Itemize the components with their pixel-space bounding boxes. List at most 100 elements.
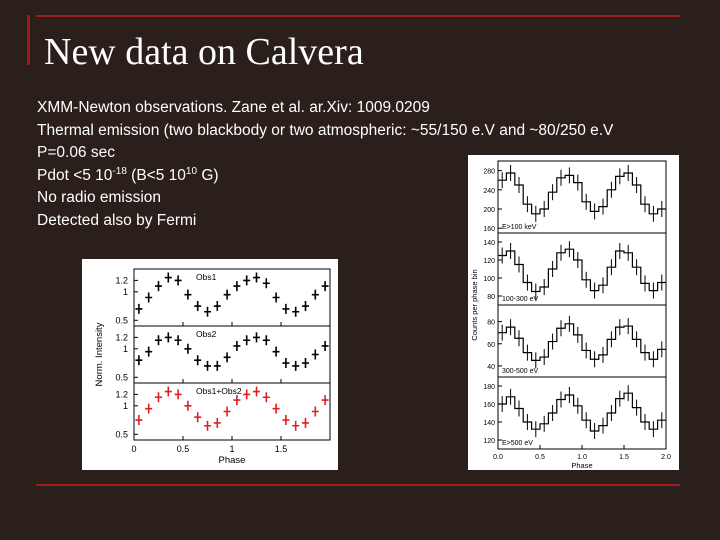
data-point xyxy=(292,360,300,371)
data-point xyxy=(311,406,319,417)
x-tick-label: 1.0 xyxy=(577,454,587,461)
data-point xyxy=(174,335,182,346)
y-tick-label: 140 xyxy=(483,420,495,427)
data-point xyxy=(204,360,211,371)
data-point xyxy=(321,340,329,351)
y-tick-label: 120 xyxy=(483,438,495,445)
panel-frame xyxy=(133,325,331,384)
body-line-3: P=0.06 sec xyxy=(37,144,115,162)
y-axis-label: Norm. Intensity xyxy=(94,322,105,386)
data-point xyxy=(135,355,143,366)
x-tick-label: 0.5 xyxy=(177,444,190,454)
y-tick-label: 60 xyxy=(487,342,495,349)
body-line-6: Detected also by Fermi xyxy=(37,211,197,229)
field-text: (B<5 10 xyxy=(126,166,186,184)
y-tick-label: 240 xyxy=(483,188,495,195)
counts-chart: 160 200 240 280 E>100 keV 80 100 120 140 100-300 … xyxy=(470,160,671,470)
data-point xyxy=(174,389,182,400)
step-curve xyxy=(498,323,666,361)
y-tick-label: 180 xyxy=(483,384,495,391)
data-point xyxy=(253,386,260,397)
data-point xyxy=(164,272,172,283)
slide-body: XMM-Newton observations. Zane et al. ar.… xyxy=(37,97,613,233)
field-exponent: 10 xyxy=(185,165,198,177)
data-point xyxy=(155,335,162,346)
data-point xyxy=(213,360,221,371)
step-curve xyxy=(498,392,666,432)
data-point xyxy=(184,343,192,354)
data-point xyxy=(233,281,241,292)
data-point xyxy=(262,278,270,289)
data-point xyxy=(135,303,143,314)
x-tick-label: 1 xyxy=(229,444,234,454)
pdot-exponent: -18 xyxy=(112,165,127,177)
data-point xyxy=(282,303,290,314)
data-point xyxy=(243,389,251,400)
y-tick-label: 1.2 xyxy=(115,275,128,285)
y-axis-label: Counts per phase bin xyxy=(470,269,479,340)
x-tick-label: 0 xyxy=(131,444,136,454)
data-point xyxy=(272,292,280,303)
y-tick-label: 40 xyxy=(487,364,495,371)
data-point xyxy=(223,352,231,363)
panel-label: Obs2 xyxy=(196,329,217,339)
data-point xyxy=(311,349,319,360)
data-point xyxy=(272,403,280,414)
data-point xyxy=(321,395,329,406)
data-point xyxy=(155,281,162,292)
panel-label: Obs1+Obs2 xyxy=(196,386,242,396)
data-point xyxy=(164,386,172,397)
body-line-4: Pdot <5 10-18 (B<5 1010 G) xyxy=(37,165,613,188)
y-tick-label: 80 xyxy=(487,320,495,327)
data-point xyxy=(302,417,309,428)
x-axis-label: Phase xyxy=(219,455,246,466)
data-point xyxy=(184,400,192,411)
y-tick-label: 140 xyxy=(483,240,495,247)
data-point xyxy=(213,301,221,312)
x-tick-label: 0.0 xyxy=(493,454,503,461)
y-tick-label: 200 xyxy=(483,207,495,214)
data-point xyxy=(302,301,309,312)
pdot-text: Pdot <5 10 xyxy=(37,166,113,184)
y-tick-label: 0.5 xyxy=(115,315,128,325)
intensity-figure: 1.2 1 0.5 Obs1 1.2 1 0.5 Obs2 1.2 1 0.5 Obs1+Obs2 0 0… xyxy=(82,259,338,470)
data-point xyxy=(243,335,251,346)
data-point xyxy=(321,281,329,292)
data-point xyxy=(243,275,251,286)
step-curve xyxy=(498,248,666,293)
data-point xyxy=(302,358,309,369)
data-point xyxy=(204,306,211,317)
data-point xyxy=(223,406,231,417)
panel-frame xyxy=(133,268,331,327)
data-point xyxy=(184,289,192,300)
data-point xyxy=(282,358,290,369)
x-axis-label: Phase xyxy=(571,461,592,470)
data-point xyxy=(194,412,202,423)
data-point xyxy=(233,340,241,351)
data-point xyxy=(145,403,153,414)
y-tick-label: 280 xyxy=(483,169,495,176)
data-point xyxy=(233,395,241,406)
data-point xyxy=(164,332,172,343)
data-point xyxy=(311,289,319,300)
data-point xyxy=(194,301,202,312)
top-rule xyxy=(36,15,680,17)
panel-label: E>100 keV xyxy=(502,224,537,231)
y-tick-label: 0.5 xyxy=(115,372,128,382)
y-tick-label: 160 xyxy=(483,226,495,233)
y-tick-label: 1 xyxy=(123,401,128,411)
panel-label: Obs1 xyxy=(196,272,217,282)
data-point xyxy=(262,392,270,403)
slide-title: New data on Calvera xyxy=(44,31,364,73)
body-line-2: Thermal emission (two blackbody or two a… xyxy=(37,121,614,139)
body-line-1: XMM-Newton observations. Zane et al. ar.… xyxy=(37,99,430,116)
y-tick-label: 1 xyxy=(123,287,128,297)
data-point xyxy=(194,355,202,366)
x-tick-label: 1.5 xyxy=(619,454,629,461)
panel-label: 300-500 eV xyxy=(502,368,539,375)
body-line-5: No radio emission xyxy=(37,189,162,207)
x-tick-label: 1.5 xyxy=(275,444,288,454)
data-point xyxy=(155,392,162,403)
y-tick-label: 80 xyxy=(487,294,495,301)
